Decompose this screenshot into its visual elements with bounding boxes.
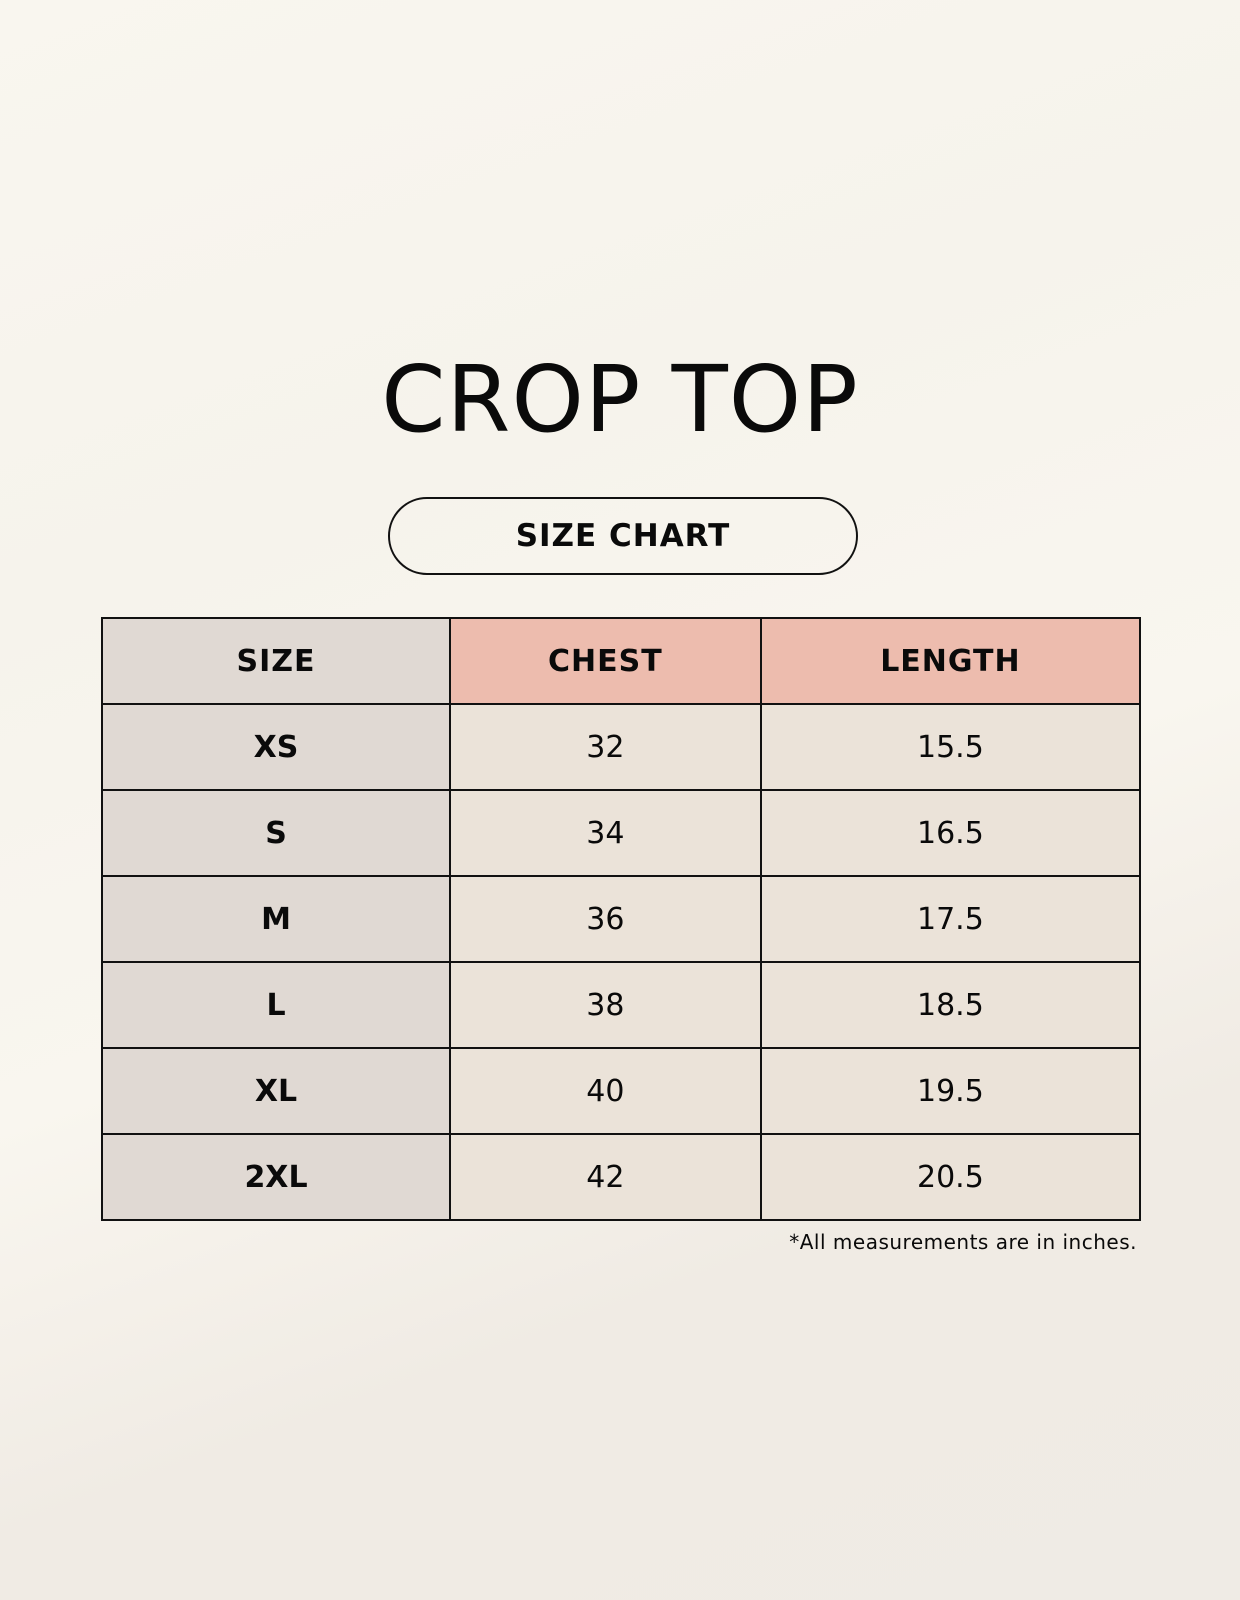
table-row: S 34 16.5 (101, 789, 1142, 877)
header-length: LENGTH (759, 617, 1142, 705)
cell-length: 17.5 (759, 875, 1142, 963)
cell-size: XL (101, 1047, 451, 1135)
cell-size: S (101, 789, 451, 877)
table-row: M 36 17.5 (101, 875, 1142, 963)
cell-length: 18.5 (759, 961, 1142, 1049)
cell-chest: 36 (449, 875, 762, 963)
table-row: L 38 18.5 (101, 961, 1142, 1049)
table-row: XS 32 15.5 (101, 703, 1142, 791)
size-chart-badge: SIZE CHART (388, 497, 858, 575)
cell-length: 16.5 (759, 789, 1142, 877)
size-table: SIZE CHEST LENGTH XS 32 15.5 S 34 16.5 M 36 17.5… (101, 617, 1142, 1221)
header-size: SIZE (101, 617, 451, 705)
cell-size: 2XL (101, 1133, 451, 1221)
cell-chest: 38 (449, 961, 762, 1049)
cell-size: XS (101, 703, 451, 791)
cell-size: M (101, 875, 451, 963)
cell-size: L (101, 961, 451, 1049)
cell-length: 15.5 (759, 703, 1142, 791)
cell-length: 20.5 (759, 1133, 1142, 1221)
footnote: *All measurements are in inches. (789, 1230, 1137, 1254)
cell-chest: 32 (449, 703, 762, 791)
cell-chest: 42 (449, 1133, 762, 1221)
table-header-row: SIZE CHEST LENGTH (101, 617, 1142, 705)
cell-chest: 40 (449, 1047, 762, 1135)
table-row: 2XL 42 20.5 (101, 1133, 1142, 1221)
cell-length: 19.5 (759, 1047, 1142, 1135)
header-chest: CHEST (449, 617, 762, 705)
page-title: CROP TOP (381, 346, 859, 453)
table-row: XL 40 19.5 (101, 1047, 1142, 1135)
cell-chest: 34 (449, 789, 762, 877)
